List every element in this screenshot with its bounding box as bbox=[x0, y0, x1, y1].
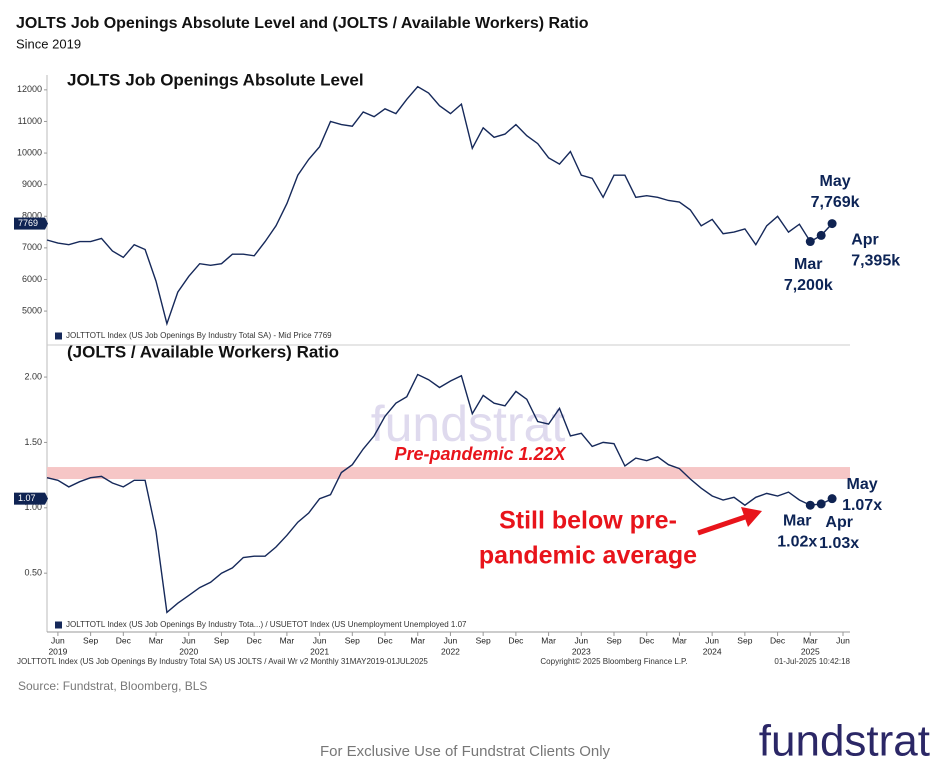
x-tick-label: Sep bbox=[476, 635, 491, 645]
annotation-text: May bbox=[820, 173, 851, 190]
highlight-dot bbox=[816, 230, 826, 240]
highlight-dot bbox=[827, 219, 837, 229]
annotation-text: Mar bbox=[783, 512, 811, 529]
y-tick-label: 1.00 bbox=[24, 502, 42, 512]
bloomberg-timestamp: 01-Jul-2025 10:42:18 bbox=[774, 657, 850, 666]
y-tick-label: 1.50 bbox=[24, 437, 42, 447]
last-value-tag-pointer bbox=[45, 217, 48, 230]
x-tick-label: Jun bbox=[836, 635, 850, 645]
annotation-text: 7,200k bbox=[784, 277, 833, 294]
bloomberg-copyright: Copyright© 2025 Bloomberg Finance L.P. bbox=[540, 657, 687, 666]
callout-arrow bbox=[697, 513, 749, 536]
annotation-text: Apr bbox=[851, 232, 879, 249]
x-tick-label: Dec bbox=[247, 635, 263, 645]
y-tick-label: 10000 bbox=[17, 147, 42, 157]
x-tick-label: Jun bbox=[313, 635, 327, 645]
x-tick-label: Dec bbox=[377, 635, 393, 645]
last-value-tag-pointer bbox=[45, 492, 48, 505]
annotation-text: Mar bbox=[794, 256, 822, 273]
legend-swatch bbox=[55, 621, 62, 629]
x-year-label: 2025 bbox=[801, 646, 820, 656]
x-tick-label: Sep bbox=[737, 635, 752, 645]
x-tick-label: Sep bbox=[214, 635, 229, 645]
x-tick-label: Mar bbox=[149, 635, 164, 645]
last-value-label: 1.07 bbox=[18, 493, 36, 503]
callout-text: Still below pre- bbox=[499, 507, 677, 535]
legend-label: JOLTTOTL Index (US Job Openings By Indus… bbox=[66, 331, 332, 340]
y-tick-label: 6000 bbox=[22, 274, 42, 284]
x-tick-label: Mar bbox=[672, 635, 687, 645]
x-tick-label: Jun bbox=[444, 635, 458, 645]
annotation-text: Apr bbox=[825, 514, 853, 531]
annotation-text: May bbox=[847, 476, 878, 493]
x-tick-label: Mar bbox=[410, 635, 425, 645]
highlight-dot bbox=[805, 500, 815, 510]
x-tick-label: Sep bbox=[83, 635, 98, 645]
panel-title: JOLTS Job Openings Absolute Level bbox=[67, 70, 364, 89]
annotation-text: 1.07x bbox=[842, 497, 882, 514]
reference-label: Pre-pandemic 1.22X bbox=[394, 444, 566, 464]
x-tick-label: Dec bbox=[639, 635, 655, 645]
x-year-label: 2023 bbox=[572, 646, 591, 656]
source-note: Source: Fundstrat, Bloomberg, BLS bbox=[18, 679, 207, 693]
x-year-label: 2024 bbox=[703, 646, 722, 656]
callout-arrowhead bbox=[741, 507, 762, 527]
y-tick-label: 0.50 bbox=[24, 568, 42, 578]
x-tick-label: Sep bbox=[345, 635, 360, 645]
x-tick-label: Jun bbox=[182, 635, 196, 645]
y-tick-label: 11000 bbox=[18, 116, 42, 126]
x-tick-label: Mar bbox=[541, 635, 556, 645]
x-year-label: 2019 bbox=[48, 646, 67, 656]
highlight-dot bbox=[805, 237, 815, 247]
last-value-tag bbox=[14, 492, 45, 505]
highlight-dot bbox=[827, 494, 837, 504]
watermark: fundstrat bbox=[371, 396, 566, 452]
x-tick-label: Dec bbox=[116, 635, 132, 645]
series-line bbox=[46, 373, 833, 614]
annotation-text: 7,769k bbox=[811, 194, 860, 211]
x-tick-label: Jun bbox=[51, 635, 65, 645]
y-tick-label: 12000 bbox=[17, 84, 42, 94]
last-value-label: 7769 bbox=[18, 218, 38, 228]
annotation-text: 7,395k bbox=[851, 253, 900, 270]
page-subtitle: Since 2019 bbox=[16, 36, 81, 51]
x-year-label: 2021 bbox=[310, 646, 329, 656]
series-line bbox=[46, 85, 833, 327]
y-tick-label: 7000 bbox=[22, 242, 42, 252]
x-tick-label: Dec bbox=[508, 635, 524, 645]
x-tick-label: Mar bbox=[280, 635, 295, 645]
legend-swatch bbox=[55, 332, 62, 340]
x-tick-label: Jun bbox=[574, 635, 588, 645]
x-tick-label: Sep bbox=[606, 635, 621, 645]
y-tick-label: 9000 bbox=[22, 179, 42, 189]
bloomberg-footer: JOLTTOTL Index (US Job Openings By Indus… bbox=[17, 657, 428, 666]
last-value-tag bbox=[14, 217, 45, 230]
x-year-label: 2022 bbox=[441, 646, 460, 656]
annotation-text: 1.03x bbox=[819, 535, 859, 552]
reference-band bbox=[47, 467, 850, 480]
x-tick-label: Dec bbox=[770, 635, 786, 645]
highlight-dot bbox=[816, 499, 826, 509]
x-year-label: 2020 bbox=[179, 646, 198, 656]
x-tick-label: Jun bbox=[705, 635, 719, 645]
x-tick-label: Mar bbox=[803, 635, 818, 645]
y-tick-label: 2.00 bbox=[24, 371, 42, 381]
y-tick-label: 5000 bbox=[22, 305, 42, 315]
legend-label: JOLTTOTL Index (US Job Openings By Indus… bbox=[66, 620, 467, 629]
page-title: JOLTS Job Openings Absolute Level and (J… bbox=[16, 15, 589, 32]
disclaimer: For Exclusive Use of Fundstrat Clients O… bbox=[320, 743, 611, 760]
callout-text: pandemic average bbox=[479, 542, 697, 570]
annotation-text: 1.02x bbox=[777, 533, 817, 550]
y-tick-label: 8000 bbox=[22, 211, 42, 221]
logo: fundstrat bbox=[759, 717, 930, 766]
panel-title: (JOLTS / Available Workers) Ratio bbox=[67, 342, 339, 361]
